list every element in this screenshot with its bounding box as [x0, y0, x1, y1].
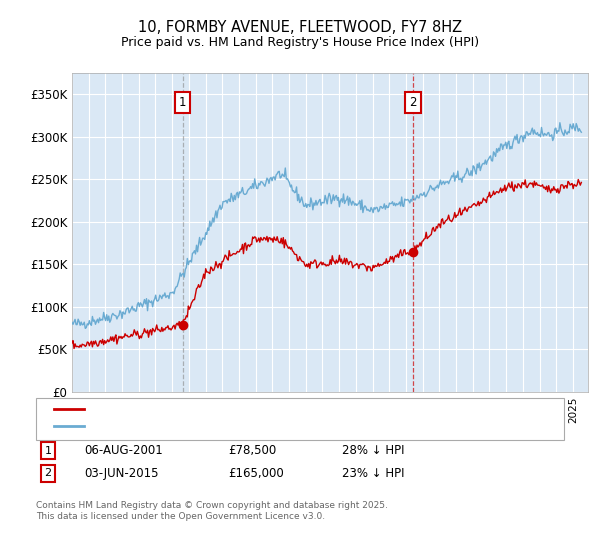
Text: 28% ↓ HPI: 28% ↓ HPI: [342, 444, 404, 458]
Text: Contains HM Land Registry data © Crown copyright and database right 2025.
This d: Contains HM Land Registry data © Crown c…: [36, 501, 388, 521]
Text: 23% ↓ HPI: 23% ↓ HPI: [342, 466, 404, 480]
Text: HPI: Average price, detached house, Wyre: HPI: Average price, detached house, Wyre: [90, 421, 325, 431]
Text: £165,000: £165,000: [228, 466, 284, 480]
Text: 2: 2: [409, 96, 417, 109]
Text: 10, FORMBY AVENUE, FLEETWOOD, FY7 8HZ (detached house): 10, FORMBY AVENUE, FLEETWOOD, FY7 8HZ (d…: [90, 404, 439, 414]
Text: 1: 1: [44, 446, 52, 456]
Text: 06-AUG-2001: 06-AUG-2001: [84, 444, 163, 458]
Text: 2: 2: [44, 468, 52, 478]
Text: £78,500: £78,500: [228, 444, 276, 458]
Text: 1: 1: [179, 96, 186, 109]
Text: 03-JUN-2015: 03-JUN-2015: [84, 466, 158, 480]
Text: 10, FORMBY AVENUE, FLEETWOOD, FY7 8HZ: 10, FORMBY AVENUE, FLEETWOOD, FY7 8HZ: [138, 20, 462, 35]
Text: Price paid vs. HM Land Registry's House Price Index (HPI): Price paid vs. HM Land Registry's House …: [121, 36, 479, 49]
